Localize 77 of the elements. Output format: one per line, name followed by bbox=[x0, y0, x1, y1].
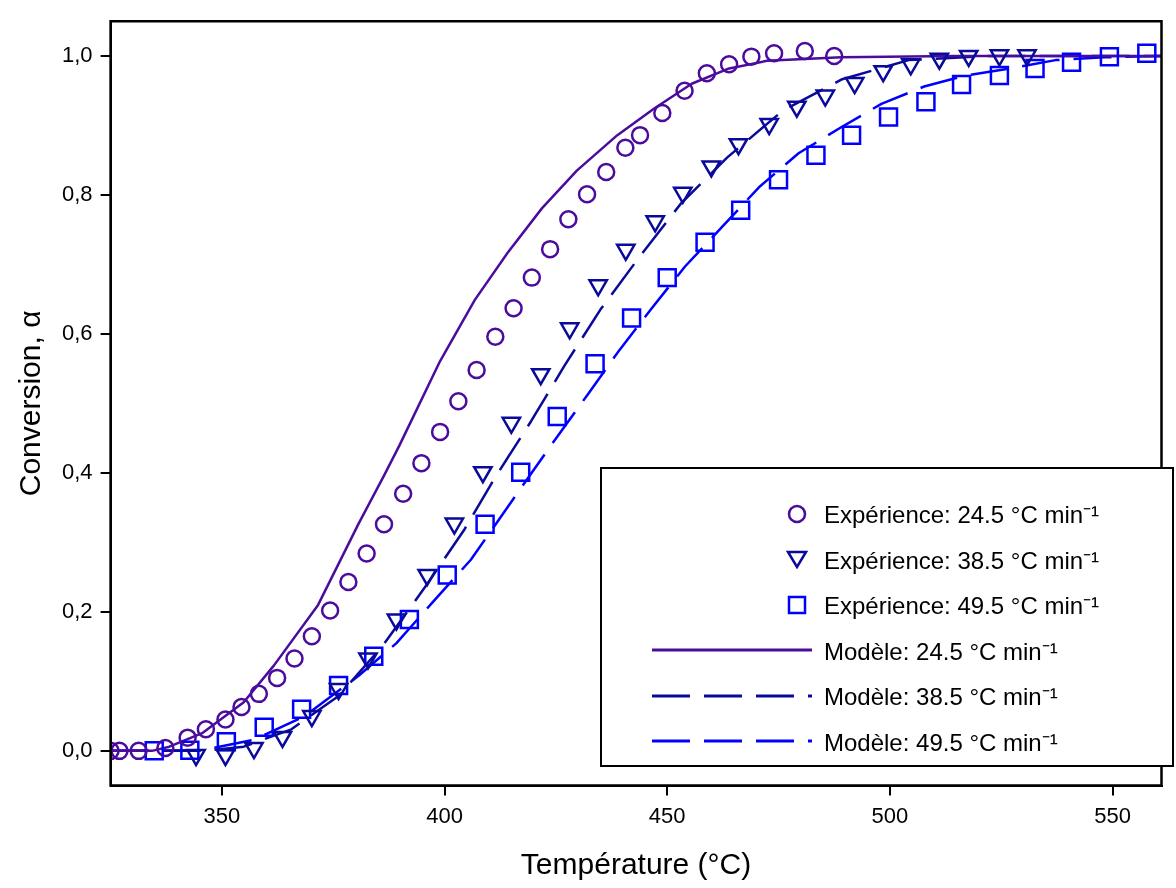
point bbox=[504, 298, 523, 318]
point bbox=[437, 565, 457, 585]
point bbox=[449, 392, 468, 411]
point bbox=[824, 46, 844, 66]
point bbox=[764, 43, 784, 63]
x-tick-label: 500 bbox=[871, 802, 909, 828]
point bbox=[768, 169, 789, 190]
point bbox=[989, 65, 1010, 86]
point bbox=[878, 107, 899, 127]
x-tick-label: 350 bbox=[203, 802, 241, 828]
point bbox=[430, 422, 450, 442]
y-axis-title: Conversion, α bbox=[13, 310, 47, 497]
point bbox=[467, 360, 486, 380]
x-tick-label: 450 bbox=[648, 802, 686, 828]
point bbox=[1099, 46, 1120, 67]
point bbox=[522, 268, 542, 287]
y-tick-label: 0,0 bbox=[61, 736, 93, 762]
point bbox=[657, 267, 677, 288]
point bbox=[841, 125, 862, 145]
y-tick-label: 0,4 bbox=[61, 458, 93, 484]
point bbox=[585, 354, 605, 374]
point bbox=[254, 717, 274, 737]
point bbox=[730, 200, 751, 220]
point bbox=[742, 47, 761, 66]
point bbox=[559, 210, 578, 229]
point bbox=[196, 720, 216, 739]
point bbox=[267, 668, 287, 688]
point bbox=[178, 728, 197, 747]
y-tick-label: 0,6 bbox=[61, 319, 93, 345]
point bbox=[951, 74, 972, 95]
point bbox=[156, 738, 175, 758]
y-tick-label: 0,8 bbox=[61, 180, 93, 206]
x-axis-title: Température (°C) bbox=[520, 847, 752, 881]
point bbox=[621, 308, 642, 328]
legend-label: Modèle: 49.5 °C min⁻¹ bbox=[824, 727, 1058, 758]
y-tick-label: 1,0 bbox=[61, 42, 93, 68]
point bbox=[695, 232, 715, 252]
legend-label: Modèle: 24.5 °C min⁻¹ bbox=[824, 636, 1058, 667]
point bbox=[916, 92, 936, 112]
legend-label: Expérience: 38.5 °C min⁻¹ bbox=[824, 545, 1100, 576]
point bbox=[675, 81, 694, 100]
point bbox=[510, 462, 531, 482]
point bbox=[697, 64, 717, 83]
point bbox=[719, 55, 739, 74]
point bbox=[795, 41, 815, 61]
x-tick-label: 550 bbox=[1094, 802, 1131, 828]
point bbox=[1061, 52, 1082, 72]
point bbox=[249, 684, 269, 704]
point bbox=[110, 741, 129, 761]
point bbox=[486, 327, 505, 346]
point bbox=[393, 484, 413, 503]
legend-label: Expérience: 49.5 °C min⁻¹ bbox=[824, 591, 1100, 622]
point bbox=[806, 145, 826, 166]
x-tick-label: 400 bbox=[426, 802, 463, 828]
point bbox=[339, 572, 358, 592]
point bbox=[412, 453, 431, 473]
point bbox=[547, 406, 567, 427]
point bbox=[596, 162, 616, 182]
point bbox=[232, 697, 251, 717]
y-tick-label: 0,2 bbox=[61, 597, 93, 623]
point bbox=[291, 699, 312, 719]
point bbox=[616, 138, 635, 157]
point bbox=[357, 544, 376, 563]
point bbox=[320, 601, 340, 620]
point bbox=[374, 515, 394, 534]
point bbox=[302, 626, 322, 646]
legend-label: Expérience: 24.5 °C min⁻¹ bbox=[824, 500, 1100, 531]
point bbox=[475, 514, 495, 535]
point bbox=[1137, 43, 1157, 63]
point bbox=[129, 741, 148, 761]
point bbox=[653, 103, 672, 123]
point bbox=[630, 125, 650, 145]
point bbox=[577, 184, 597, 204]
point bbox=[540, 239, 560, 259]
point bbox=[285, 649, 304, 668]
legend-label: Modèle: 38.5 °C min⁻¹ bbox=[824, 682, 1058, 713]
point bbox=[216, 710, 235, 729]
